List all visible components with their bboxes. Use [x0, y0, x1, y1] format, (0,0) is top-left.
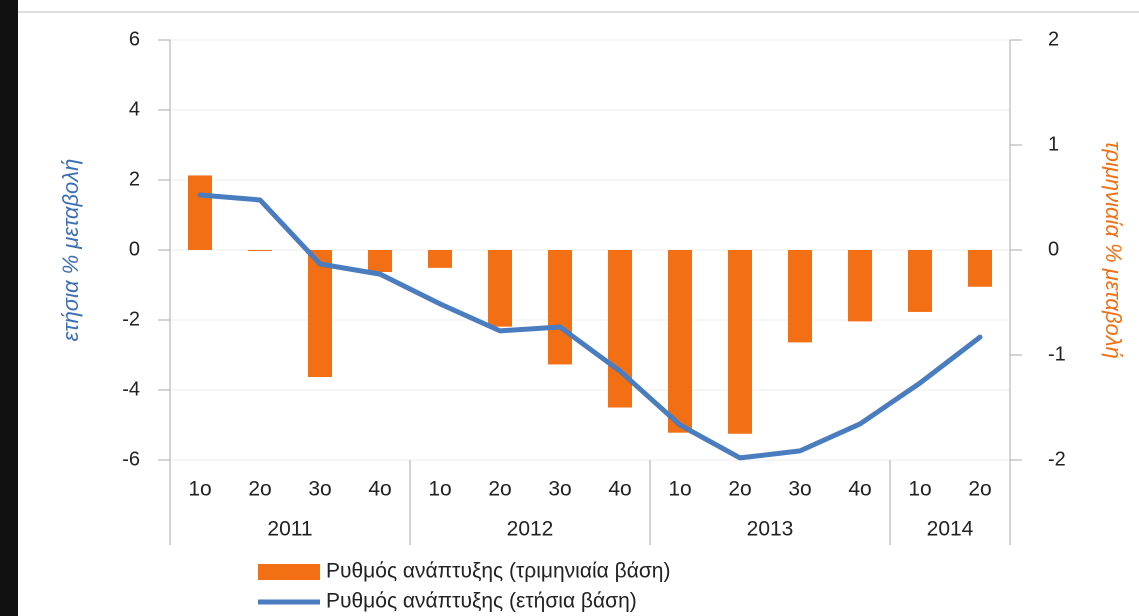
bar	[968, 250, 992, 287]
y-tick-label: 6	[129, 28, 140, 50]
bar	[608, 250, 632, 408]
bar	[248, 250, 272, 251]
bar	[728, 250, 752, 434]
bar	[668, 250, 692, 433]
bar	[848, 250, 872, 322]
legend-label: Ρυθμός ανάπτυξης (τριμηνιαία βάση)	[326, 560, 670, 583]
x-tick-label: 4ο	[848, 478, 871, 501]
legend-label: Ρυθμός ανάπτυξης (ετήσια βάση)	[326, 590, 637, 613]
bar	[188, 175, 212, 250]
x-tick-label: 1ο	[428, 478, 451, 501]
x-tick-label: 3ο	[788, 478, 811, 501]
y2-tick-label: 2	[1048, 28, 1059, 50]
left-edge	[0, 0, 18, 616]
x-tick-label: 2ο	[728, 478, 751, 501]
x-group-label: 2014	[927, 518, 974, 541]
y-tick-label: 0	[129, 238, 140, 260]
x-group-label: 2011	[267, 518, 312, 541]
bar	[368, 250, 392, 273]
x-tick-label: 1ο	[908, 478, 931, 501]
bar	[308, 250, 332, 378]
x-group-label: 2013	[747, 518, 794, 541]
y-tick-label: -6	[122, 448, 140, 470]
bar	[788, 250, 812, 343]
bar	[548, 250, 572, 365]
y-tick-label: -4	[122, 378, 140, 400]
x-tick-label: 4ο	[368, 478, 391, 501]
y2-tick-label: -1	[1048, 343, 1066, 365]
x-group-label: 2012	[507, 518, 554, 541]
y-tick-label: 2	[129, 168, 140, 190]
x-tick-label: 2ο	[968, 478, 991, 501]
x-tick-label: 2ο	[488, 478, 511, 501]
bar	[488, 250, 512, 327]
y2-tick-label: -2	[1048, 448, 1066, 470]
y2-tick-label: 0	[1048, 238, 1059, 260]
y-axis-title: ετήσια % μεταβολή	[58, 159, 83, 342]
y2-tick-label: 1	[1048, 133, 1059, 155]
legend-swatch	[258, 564, 320, 580]
y-tick-label: -2	[122, 308, 140, 330]
x-tick-label: 2ο	[248, 478, 271, 501]
x-tick-label: 3ο	[548, 478, 571, 501]
bar	[428, 250, 452, 268]
x-tick-label: 4ο	[608, 478, 631, 501]
y-tick-label: 4	[129, 98, 140, 120]
y2-axis-title: τριμηνιαία % μεταβολή	[1101, 141, 1126, 359]
bar	[908, 250, 932, 312]
line	[197, 192, 983, 461]
x-tick-label: 3ο	[308, 478, 331, 501]
x-tick-label: 1ο	[188, 478, 211, 501]
x-tick-label: 1ο	[668, 478, 691, 501]
